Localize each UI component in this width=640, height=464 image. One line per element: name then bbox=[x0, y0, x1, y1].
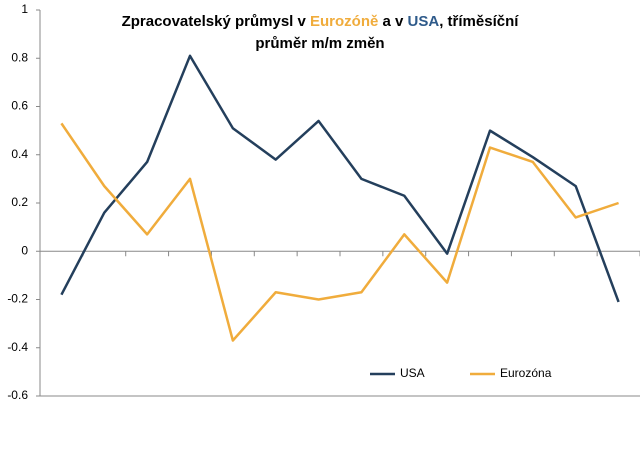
title-part: , tříměsíční bbox=[439, 13, 519, 30]
series-line bbox=[60, 54, 620, 303]
y-tick-label: 0.8 bbox=[11, 50, 28, 64]
title-part: průměr m/m změn bbox=[255, 35, 384, 52]
y-tick-label: -0.4 bbox=[7, 340, 28, 354]
title-part: USA bbox=[408, 13, 440, 30]
legend-label: USA bbox=[400, 366, 425, 380]
series-line bbox=[60, 122, 619, 342]
title-part: Zpracovatelský průmysl v bbox=[122, 13, 310, 30]
y-tick-label: -0.6 bbox=[7, 388, 28, 402]
y-tick-label: 0.4 bbox=[11, 147, 28, 161]
chart-title: průměr m/m změn bbox=[255, 35, 384, 52]
y-tick-label: 0.2 bbox=[11, 195, 28, 209]
title-part: Eurozóně bbox=[310, 13, 378, 30]
chart-title: Zpracovatelský průmysl v Eurozóně a v US… bbox=[122, 13, 520, 30]
legend-label: Eurozóna bbox=[500, 366, 552, 380]
y-tick-label: 1 bbox=[21, 2, 28, 16]
title-part: a v bbox=[378, 13, 407, 30]
y-tick-label: 0.6 bbox=[11, 99, 28, 113]
y-tick-label: 0 bbox=[21, 243, 28, 257]
y-tick-label: -0.2 bbox=[7, 292, 28, 306]
